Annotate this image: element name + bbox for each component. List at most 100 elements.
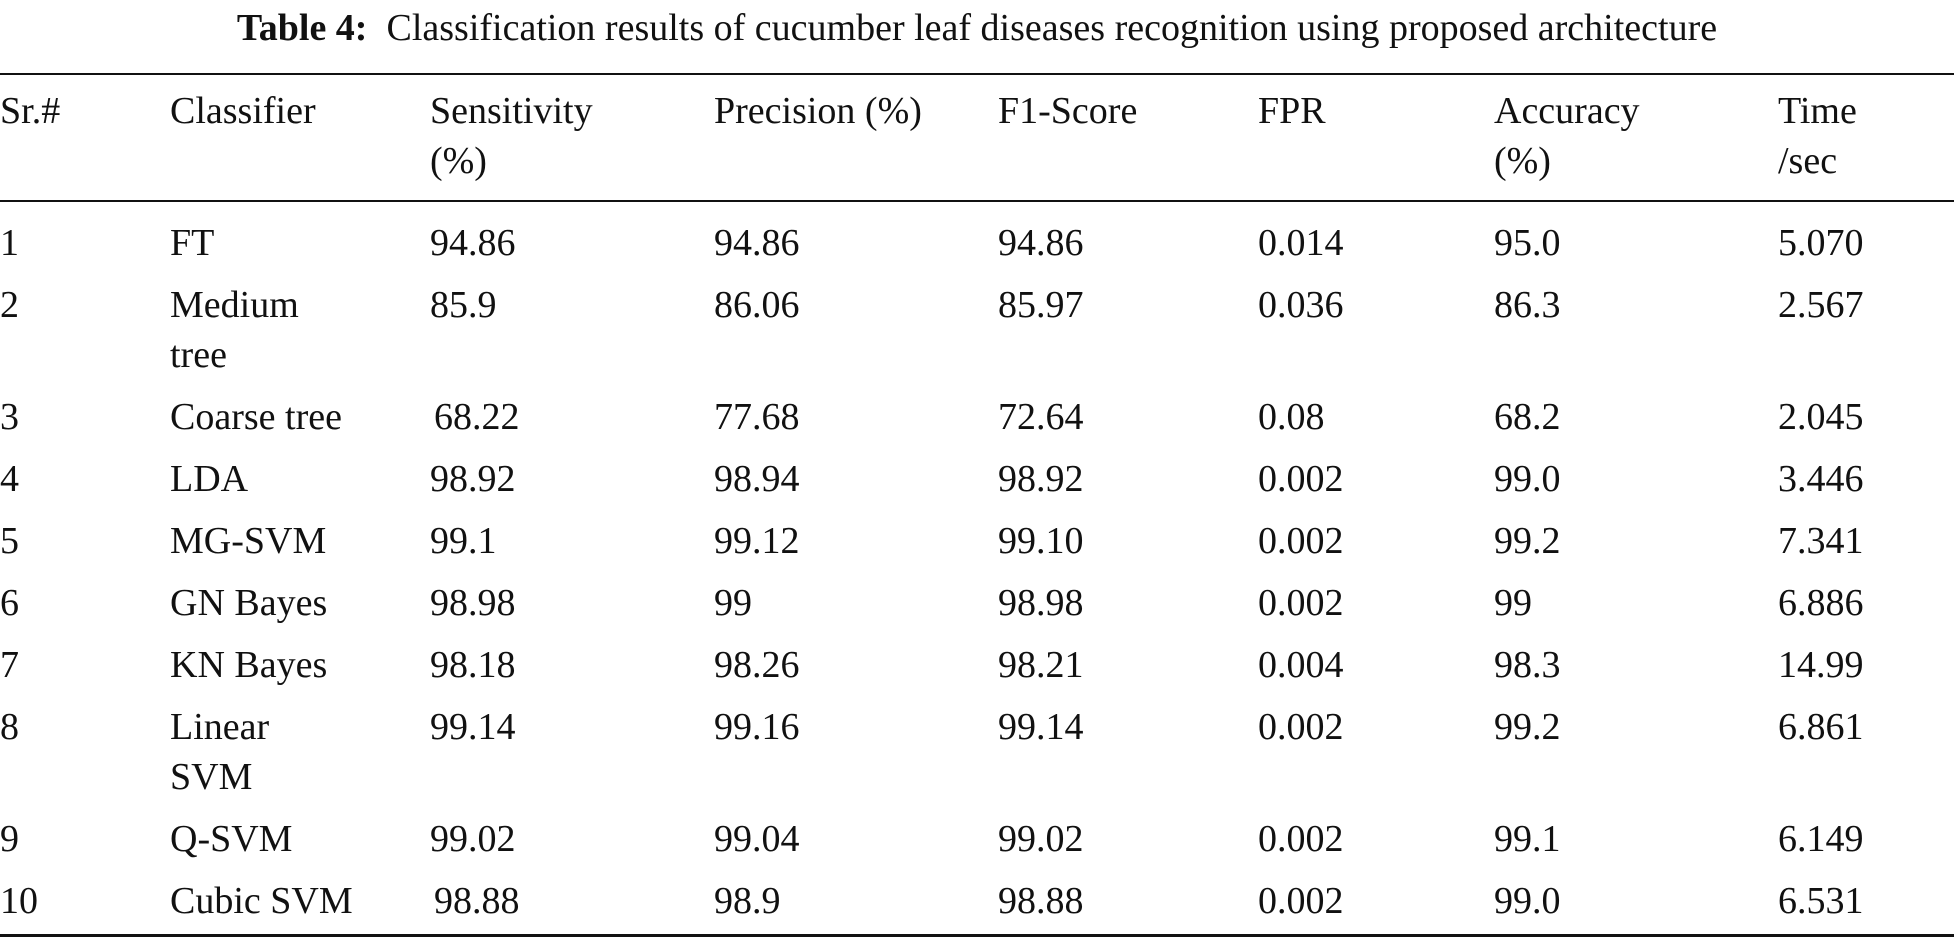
- row-sensitivity: 99.14: [430, 706, 516, 748]
- row-fpr: 0.002: [1258, 706, 1344, 748]
- header-accuracy-line2: (%): [1494, 140, 1551, 182]
- row-time: 7.341: [1778, 520, 1864, 562]
- header-sensitivity-line1: Sensitivity: [430, 90, 593, 132]
- row-sr: 2: [0, 284, 19, 326]
- row-f1: 99.14: [998, 706, 1084, 748]
- row-f1: 94.86: [998, 222, 1084, 264]
- row-fpr: 0.036: [1258, 284, 1344, 326]
- row-accuracy: 99.0: [1494, 458, 1561, 500]
- header-sensitivity: Sensitivity (%): [430, 76, 714, 202]
- row-accuracy: 68.2: [1494, 396, 1561, 438]
- header-sensitivity-line2: (%): [430, 140, 487, 182]
- row-sensitivity: 98.92: [430, 458, 516, 500]
- row-precision: 98.94: [714, 458, 800, 500]
- table-row: 5 MG-SVM 99.1 99.12 99.10 0.002 99.2 7.3…: [0, 504, 1954, 566]
- row-f1: 99.02: [998, 818, 1084, 860]
- row-classifier-line1: Linear: [170, 706, 270, 748]
- header-accuracy: Accuracy (%): [1494, 76, 1778, 202]
- row-time: 6.531: [1778, 880, 1864, 922]
- row-accuracy: 86.3: [1494, 284, 1561, 326]
- row-sr: 6: [0, 582, 19, 624]
- row-time: 14.99: [1778, 644, 1864, 686]
- table-row: 1 FT 94.86 94.86 94.86 0.014 95.0 5.070: [0, 202, 1954, 268]
- table-bottom-rule: [0, 934, 1954, 937]
- row-accuracy: 98.3: [1494, 644, 1561, 686]
- header-sr: Sr.#: [0, 90, 61, 132]
- table-header-rule: [0, 200, 1954, 202]
- row-classifier: MG-SVM: [170, 520, 327, 562]
- row-time: 2.567: [1778, 284, 1864, 326]
- row-fpr: 0.004: [1258, 644, 1344, 686]
- row-sensitivity: 99.1: [430, 520, 497, 562]
- row-classifier-line2: SVM: [170, 756, 253, 798]
- row-fpr: 0.002: [1258, 818, 1344, 860]
- row-time: 6.861: [1778, 706, 1864, 748]
- row-time: 5.070: [1778, 222, 1864, 264]
- row-classifier: FT: [170, 222, 215, 264]
- row-f1: 72.64: [998, 396, 1084, 438]
- row-classifier: Coarse tree: [170, 396, 342, 438]
- row-fpr: 0.002: [1258, 582, 1344, 624]
- row-sensitivity: 98.98: [430, 582, 516, 624]
- row-sr: 3: [0, 396, 19, 438]
- table-row: 10 Cubic SVM 98.88 98.9 98.88 0.002 99.0…: [0, 864, 1954, 926]
- row-time: 6.149: [1778, 818, 1864, 860]
- row-f1: 85.97: [998, 284, 1084, 326]
- row-classifier-line2: tree: [170, 334, 227, 376]
- row-sr: 5: [0, 520, 19, 562]
- row-sensitivity: 85.9: [430, 284, 497, 326]
- header-precision: Precision (%): [714, 90, 922, 132]
- row-f1: 98.21: [998, 644, 1084, 686]
- row-sr: 1: [0, 222, 19, 264]
- row-sr: 9: [0, 818, 19, 860]
- row-precision: 77.68: [714, 396, 800, 438]
- row-sr: 4: [0, 458, 19, 500]
- row-fpr: 0.002: [1258, 458, 1344, 500]
- row-sensitivity: 98.88: [434, 880, 520, 922]
- row-time: 3.446: [1778, 458, 1864, 500]
- row-classifier: Linear SVM: [170, 690, 430, 802]
- row-precision: 99.16: [714, 706, 800, 748]
- table-row: 2 Medium tree 85.9 86.06 85.97 0.036 86.3…: [0, 268, 1954, 380]
- table-top-rule: [0, 73, 1954, 75]
- row-classifier: KN Bayes: [170, 644, 328, 686]
- row-fpr: 0.08: [1258, 396, 1325, 438]
- row-precision: 98.9: [714, 880, 781, 922]
- row-f1: 98.98: [998, 582, 1084, 624]
- table-row: 9 Q-SVM 99.02 99.04 99.02 0.002 99.1 6.1…: [0, 802, 1954, 864]
- header-f1: F1-Score: [998, 90, 1138, 132]
- row-sensitivity: 94.86: [430, 222, 516, 264]
- table-row: 7 KN Bayes 98.18 98.26 98.21 0.004 98.3 …: [0, 628, 1954, 690]
- table-caption: Table 4: Classification results of cucum…: [0, 0, 1954, 60]
- row-sensitivity: 99.02: [430, 818, 516, 860]
- table-row: 4 LDA 98.92 98.94 98.92 0.002 99.0 3.446: [0, 442, 1954, 504]
- row-fpr: 0.002: [1258, 520, 1344, 562]
- row-precision: 94.86: [714, 222, 800, 264]
- row-sr: 8: [0, 706, 19, 748]
- row-accuracy: 99.1: [1494, 818, 1561, 860]
- header-accuracy-line1: Accuracy: [1494, 90, 1640, 132]
- header-time-line2: /sec: [1778, 140, 1838, 182]
- row-f1: 98.92: [998, 458, 1084, 500]
- row-sensitivity: 98.18: [430, 644, 516, 686]
- row-time: 6.886: [1778, 582, 1864, 624]
- results-table: Sr.# Classifier Sensitivity (%) Precision…: [0, 76, 1954, 926]
- header-classifier: Classifier: [170, 90, 316, 132]
- row-precision: 99: [714, 582, 752, 624]
- row-accuracy: 99.0: [1494, 880, 1561, 922]
- row-f1: 98.88: [998, 880, 1084, 922]
- row-classifier: Medium tree: [170, 268, 430, 380]
- table-caption-text: Classification results of cucumber leaf …: [386, 7, 1718, 49]
- table-row: 3 Coarse tree 68.22 77.68 72.64 0.08 68.…: [0, 380, 1954, 442]
- header-time-line1: Time: [1778, 90, 1857, 132]
- header-time: Time/sec: [1778, 76, 1954, 202]
- row-fpr: 0.002: [1258, 880, 1344, 922]
- row-sr: 7: [0, 644, 19, 686]
- row-classifier: GN Bayes: [170, 582, 328, 624]
- row-precision: 99.04: [714, 818, 800, 860]
- row-time: 2.045: [1778, 396, 1864, 438]
- header-fpr: FPR: [1258, 90, 1326, 132]
- row-precision: 98.26: [714, 644, 800, 686]
- table-caption-label: Table 4:: [236, 7, 368, 49]
- row-classifier: Cubic SVM: [170, 880, 353, 922]
